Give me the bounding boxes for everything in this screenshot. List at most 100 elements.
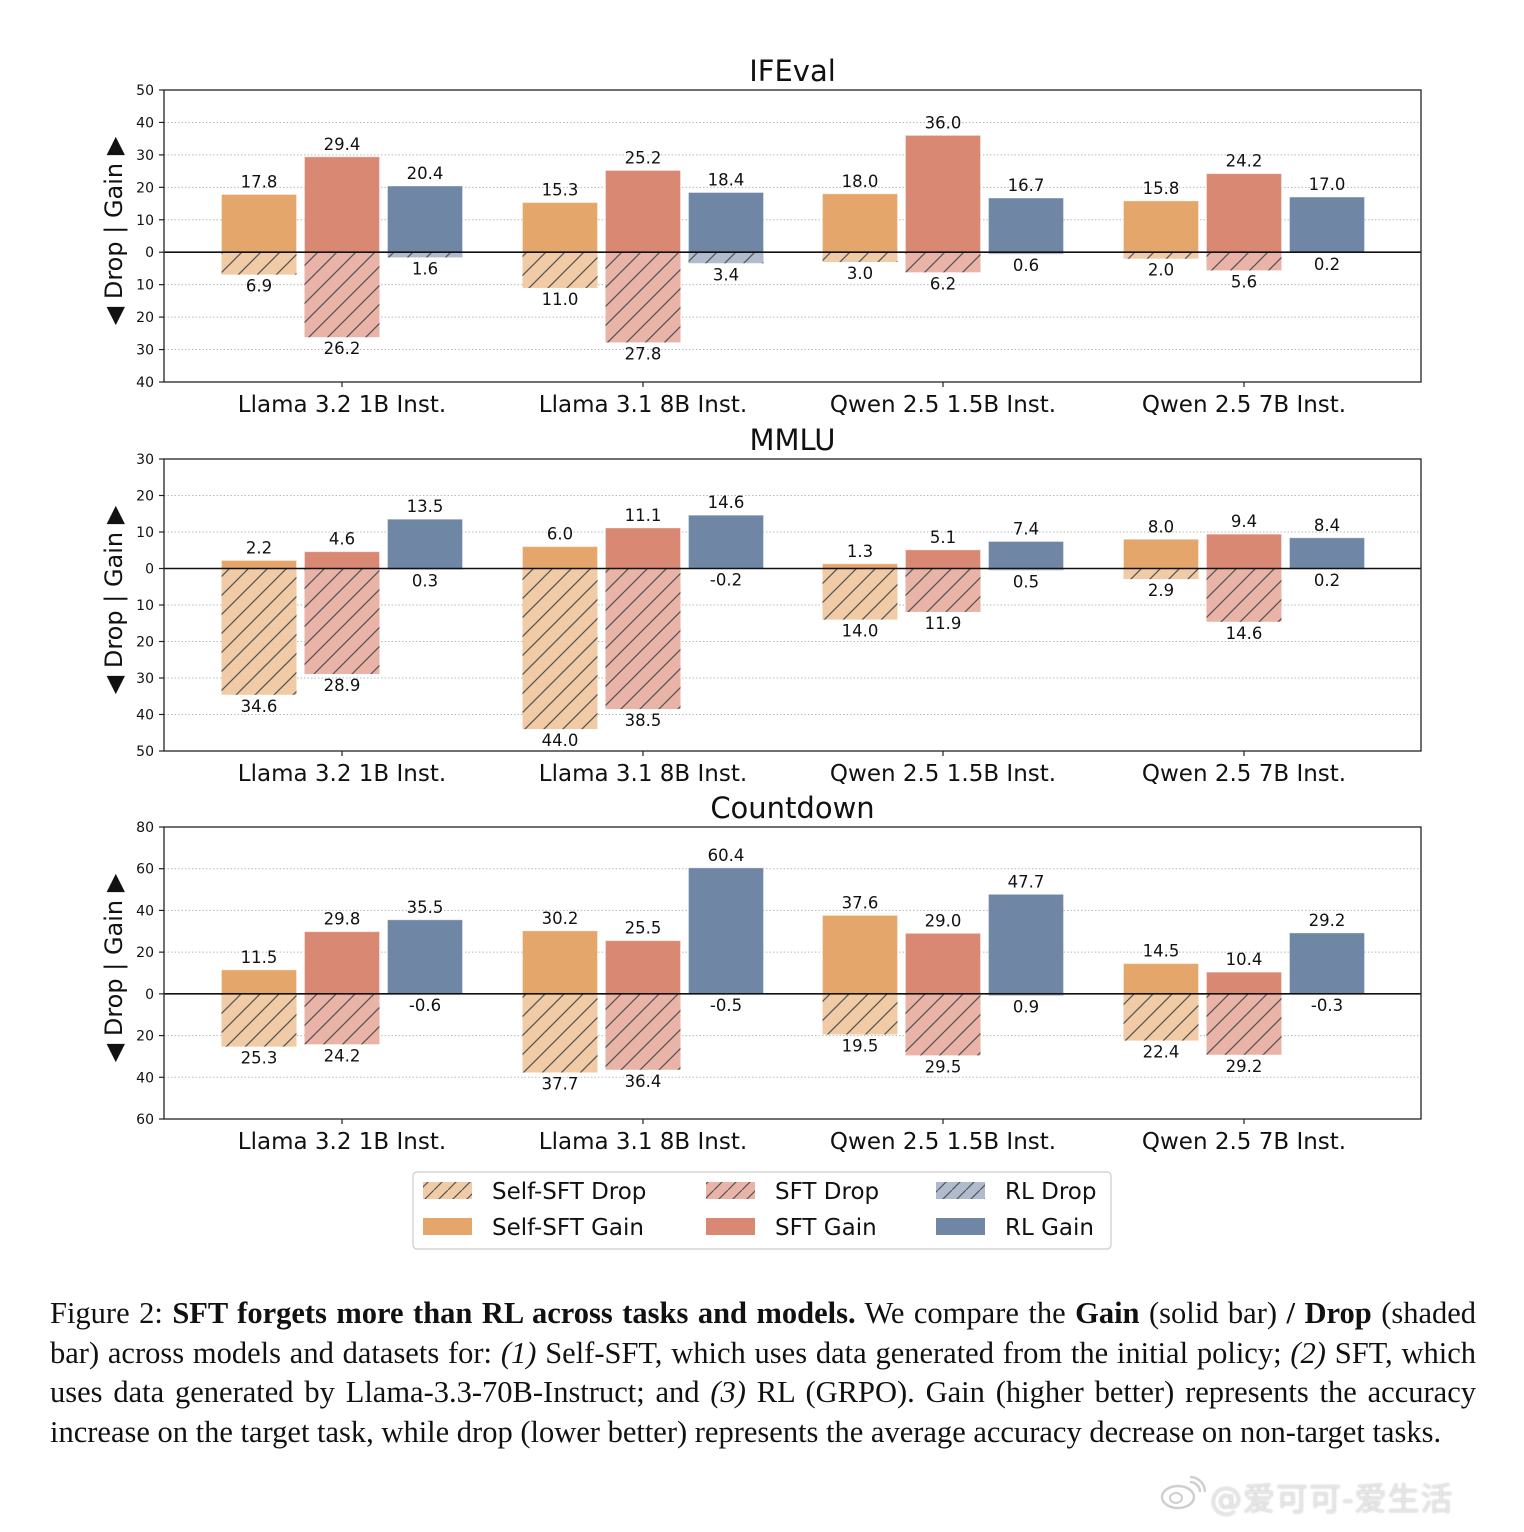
- bar-hatch: [221, 252, 297, 275]
- data-label-sft-drop: 29.2: [1226, 1057, 1263, 1076]
- bar-sft-gain: [605, 940, 681, 995]
- data-label-sft-gain: 36.0: [925, 113, 962, 132]
- data-label-self_sft-drop: 11.0: [542, 290, 579, 309]
- bar-hatch: [822, 252, 898, 262]
- data-label-self_sft-gain: 1.3: [847, 542, 873, 561]
- legend-swatch-hatch: [936, 1182, 985, 1199]
- data-label-sft-drop: 6.2: [930, 274, 956, 293]
- data-label-self_sft-drop: 3.0: [847, 264, 873, 283]
- legend-item-self-sft-drop: Self-SFT Drop: [423, 1179, 646, 1205]
- bar-rl-gain: [1289, 537, 1365, 570]
- data-label-self_sft-gain: 8.0: [1148, 517, 1174, 536]
- bar-hatch: [221, 993, 297, 1047]
- bar-hatch: [522, 993, 598, 1073]
- y-tick-label: 50: [136, 744, 154, 760]
- y-tick-label: 40: [136, 1070, 154, 1086]
- panel-mmlu: MMLU 30 20 10 0 10 20 30 40 50 ◀ Drop | Gain ▶ 2.2 4…: [100, 423, 1422, 787]
- bar-sft-gain: [905, 932, 981, 995]
- caption-prefix: Figure 2:: [50, 1296, 173, 1330]
- y-tick-label: 40: [136, 375, 154, 391]
- data-label-rl-gain: 13.5: [407, 497, 444, 516]
- bar-hatch: [905, 568, 981, 612]
- data-label-rl-gain: 7.4: [1013, 519, 1039, 538]
- legend: Self-SFT Drop SFT Drop RL Drop Self-SFT Gai…: [412, 1171, 1112, 1250]
- data-label-sft-drop: 24.2: [324, 1046, 361, 1065]
- bar-rl-gain: [387, 185, 463, 253]
- bar-hatch: [522, 252, 598, 288]
- plot-frame: [163, 458, 1422, 752]
- data-label-self_sft-gain: 2.2: [246, 538, 272, 557]
- caption-gain-word: Gain: [1075, 1296, 1140, 1330]
- y-tick-label: 40: [136, 903, 154, 919]
- x-tick-label: Llama 3.1 8B Inst.: [539, 392, 747, 418]
- bar-self_sft-gain: [522, 930, 598, 995]
- x-tick-label: Qwen 2.5 1.5B Inst.: [830, 1129, 1056, 1155]
- legend-swatch-hatch: [706, 1182, 755, 1199]
- bar-hatch: [1123, 252, 1199, 259]
- data-label-rl-drop: -0.2: [710, 571, 742, 590]
- y-tick-label: 10: [136, 213, 154, 229]
- y-tick-label: 0: [145, 245, 154, 261]
- data-label-sft-drop: 29.5: [925, 1057, 962, 1076]
- legend-item-rl-gain: RL Gain: [936, 1215, 1094, 1241]
- legend-label: SFT Gain: [775, 1215, 877, 1241]
- data-label-self_sft-gain: 18.0: [842, 172, 879, 191]
- y-axis-label: ◀ Drop | Gain ▶: [100, 136, 128, 325]
- bar-sft-gain: [905, 134, 981, 253]
- bar-rl-gain: [387, 518, 463, 569]
- y-tick-label: 10: [136, 278, 154, 294]
- bar-self_sft-gain: [1123, 538, 1199, 569]
- data-label-rl-gain: 35.5: [407, 898, 444, 917]
- y-tick-label: 10: [136, 525, 154, 541]
- caption-drop-word: Drop: [1304, 1296, 1372, 1330]
- bar-hatch: [221, 568, 297, 695]
- watermark-text: @爱可可-爱生活: [1210, 1480, 1454, 1518]
- bar-hatch: [605, 252, 681, 343]
- data-label-rl-gain: 17.0: [1309, 175, 1346, 194]
- bar-rl-gain: [1289, 196, 1365, 253]
- bar-hatch: [605, 993, 681, 1070]
- caption-title: SFT forgets more than RL across tasks an…: [172, 1296, 856, 1330]
- plot-frame: [163, 826, 1422, 1120]
- y-axis-label: ◀ Drop | Gain ▶: [100, 505, 128, 694]
- bar-self_sft-gain: [1123, 200, 1199, 253]
- legend-label: SFT Drop: [775, 1179, 879, 1205]
- bar-hatch: [822, 568, 898, 620]
- x-tick-label: Qwen 2.5 1.5B Inst.: [830, 392, 1056, 418]
- data-label-self_sft-drop: 25.3: [241, 1049, 278, 1068]
- bar-rl-gain: [688, 867, 764, 995]
- weibo-icon: [1160, 1475, 1210, 1518]
- y-tick-label: 10: [136, 598, 154, 614]
- data-label-self_sft-gain: 17.8: [241, 172, 278, 191]
- bar-hatch: [522, 568, 598, 730]
- data-label-self_sft-drop: 37.7: [542, 1074, 579, 1093]
- bar-rl-gain: [988, 197, 1064, 253]
- data-label-self_sft-drop: 34.6: [241, 697, 278, 716]
- y-tick-label: 30: [136, 671, 154, 687]
- data-label-sft-gain: 10.4: [1226, 950, 1263, 969]
- data-label-sft-drop: 28.9: [324, 676, 361, 695]
- data-label-self_sft-drop: 44.0: [542, 731, 579, 750]
- data-label-sft-gain: 9.4: [1231, 512, 1257, 531]
- data-label-rl-drop: 3.4: [713, 265, 739, 284]
- data-label-rl-drop: 0.9: [1013, 998, 1039, 1017]
- bar-hatch: [387, 252, 463, 258]
- bar-sft-gain: [304, 551, 380, 570]
- data-label-rl-drop: 1.6: [412, 259, 438, 278]
- y-tick-label: 30: [136, 343, 154, 359]
- bar-self_sft-gain: [522, 546, 598, 569]
- bar-self_sft-gain: [221, 193, 297, 253]
- y-tick-label: 80: [136, 820, 154, 836]
- legend-swatch-hatch: [423, 1182, 472, 1199]
- x-tick-label: Qwen 2.5 1.5B Inst.: [830, 761, 1056, 787]
- legend-item-self-sft-gain: Self-SFT Gain: [423, 1215, 644, 1241]
- data-label-rl-gain: 18.4: [708, 171, 745, 190]
- data-label-self_sft-gain: 15.8: [1143, 179, 1180, 198]
- x-tick-label: Llama 3.2 1B Inst.: [238, 392, 446, 418]
- data-label-rl-drop: -0.6: [409, 996, 441, 1015]
- y-tick-label: 50: [136, 83, 154, 99]
- x-tick-label: Llama 3.1 8B Inst.: [539, 761, 747, 787]
- bar-hatch: [605, 568, 681, 710]
- bar-hatch: [1123, 568, 1199, 580]
- data-label-rl-drop: -0.5: [710, 996, 742, 1015]
